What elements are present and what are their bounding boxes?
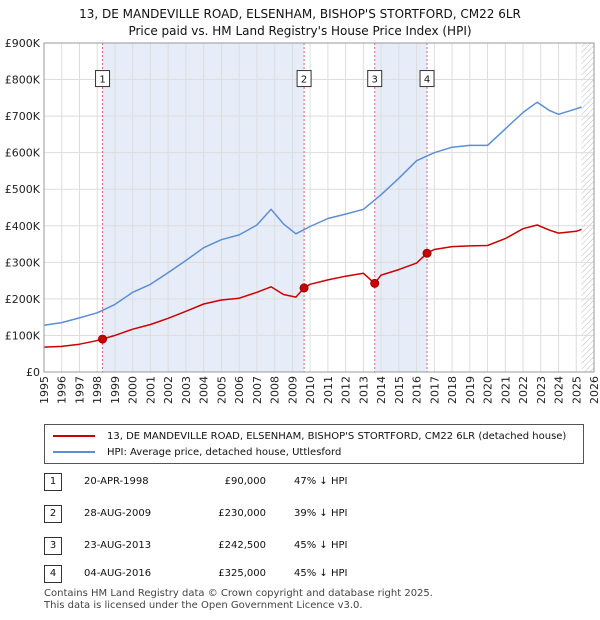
- transaction-hpi-diff: 45% ↓ HPI: [294, 568, 348, 579]
- y-tick-label: £400K: [5, 220, 41, 233]
- x-tick-label: 2012: [340, 376, 353, 404]
- transaction-hpi-diff: 45% ↓ HPI: [294, 540, 348, 551]
- y-tick-label: £500K: [5, 183, 41, 196]
- x-tick-label: 2001: [144, 376, 157, 404]
- transaction-label-frame: [296, 70, 312, 88]
- transaction-date: 23-AUG-2013: [84, 540, 152, 551]
- x-tick-label: 2008: [269, 376, 282, 404]
- transaction-price: £325,000: [218, 568, 266, 579]
- x-tick-label: 2002: [162, 376, 175, 404]
- transaction-label-number: 4: [424, 75, 430, 86]
- transaction-hpi-diff: 47% ↓ HPI: [294, 476, 348, 487]
- plot-frame: [43, 42, 595, 373]
- transaction-hpi-diff: 39% ↓ HPI: [294, 508, 348, 519]
- x-tick-label: 1995: [38, 376, 51, 404]
- price-chart: £0 £100K £200K £300K £400K £500K £600K £700K £80…: [5, 37, 600, 404]
- x-tick-label: 2007: [251, 376, 264, 404]
- x-tick-label: 2021: [499, 376, 512, 404]
- transaction-badge: 3: [44, 537, 62, 555]
- transaction-date: 20-APR-1998: [84, 476, 149, 487]
- transaction-badge: 1: [44, 473, 62, 491]
- x-tick-label: 2000: [127, 376, 140, 404]
- legend-item-property: 13, DE MANDEVILLE ROAD, ELSENHAM, BISHOP…: [53, 429, 566, 443]
- x-tick-label: 2020: [482, 376, 495, 404]
- hpi-line: [43, 101, 582, 326]
- footer-notice: Contains HM Land Registry data © Crown c…: [44, 588, 433, 612]
- x-tick-label: 2018: [446, 376, 459, 404]
- x-tick-label: 2009: [286, 376, 299, 404]
- x-tick-label: 2023: [535, 376, 548, 404]
- y-tick-label: £0: [26, 366, 40, 379]
- transaction-badge: 2: [44, 505, 62, 523]
- y-tick-label: £100K: [5, 329, 41, 342]
- chart-title: 13, DE MANDEVILLE ROAD, ELSENHAM, BISHOP…: [79, 7, 521, 21]
- transaction-label-number: 1: [99, 75, 105, 86]
- transaction-price: £230,000: [218, 508, 266, 519]
- future-hatch-region: [581, 43, 594, 372]
- x-tick-label: 2010: [304, 376, 317, 404]
- x-tick-label: 2022: [517, 376, 530, 404]
- y-tick-label: £300K: [5, 256, 41, 269]
- x-tick-label: 1999: [109, 376, 122, 404]
- transaction-label-box: 2: [296, 70, 312, 88]
- transaction-label-box: 1: [95, 70, 111, 88]
- x-tick-label: 2026: [588, 376, 600, 404]
- x-tick-label: 2014: [375, 376, 388, 404]
- x-tick-label: 1997: [73, 376, 86, 404]
- chart-subtitle: Price paid vs. HM Land Registry's House …: [128, 24, 472, 38]
- transaction-label-number: 3: [372, 75, 378, 86]
- transaction-price: £242,500: [218, 540, 266, 551]
- legend-item-hpi: HPI: Average price, detached house, Uttl…: [53, 445, 341, 459]
- x-tick-label: 2003: [180, 376, 193, 404]
- x-tick-label: 2016: [411, 376, 424, 404]
- x-tick-label: 2019: [464, 376, 477, 404]
- x-tick-label: 2011: [322, 376, 335, 404]
- property-price-line: [43, 224, 582, 348]
- transaction-point: [370, 278, 380, 288]
- transaction-label-number: 2: [301, 75, 307, 86]
- legend-label-property: 13, DE MANDEVILLE ROAD, ELSENHAM, BISHOP…: [107, 430, 567, 442]
- x-tick-label: 2024: [553, 376, 566, 404]
- transaction-label-box: 4: [419, 70, 435, 88]
- transaction-price: £90,000: [224, 476, 266, 487]
- ownership-period-band: [374, 43, 428, 372]
- x-tick-label: 2013: [357, 376, 370, 404]
- x-tick-label: 2017: [428, 376, 441, 404]
- legend-swatch-hpi: [53, 451, 95, 453]
- footer-licence: This data is licensed under the Open Gov…: [44, 600, 363, 611]
- legend-swatch-property: [53, 435, 95, 437]
- y-tick-label: £200K: [5, 293, 41, 306]
- transaction-label-frame: [367, 70, 383, 88]
- x-tick-label: 1996: [56, 376, 69, 404]
- transaction-date: 04-AUG-2016: [84, 568, 152, 579]
- transaction-label-frame: [95, 70, 111, 88]
- transaction-point: [299, 283, 309, 293]
- legend-label-hpi: HPI: Average price, detached house, Uttl…: [107, 446, 342, 458]
- transaction-badge: 4: [44, 565, 62, 583]
- x-tick-label: 2015: [393, 376, 406, 404]
- y-tick-label: £700K: [5, 110, 41, 123]
- x-tick-label: 1998: [91, 376, 104, 404]
- x-tick-label: 2004: [198, 376, 211, 404]
- y-tick-label: £900K: [5, 37, 41, 50]
- chart-legend: 13, DE MANDEVILLE ROAD, ELSENHAM, BISHOP…: [44, 424, 584, 464]
- transaction-date: 28-AUG-2009: [84, 508, 152, 519]
- x-tick-label: 2005: [215, 376, 228, 404]
- x-tick-label: 2006: [233, 376, 246, 404]
- x-tick-label: 2025: [570, 376, 583, 404]
- transaction-label-box: 3: [367, 70, 383, 88]
- footer-copyright: Contains HM Land Registry data © Crown c…: [44, 588, 433, 599]
- transaction-label-frame: [419, 70, 435, 88]
- y-tick-label: £800K: [5, 74, 41, 87]
- transaction-point: [422, 248, 432, 258]
- transaction-point: [98, 334, 108, 344]
- y-tick-label: £600K: [5, 147, 41, 160]
